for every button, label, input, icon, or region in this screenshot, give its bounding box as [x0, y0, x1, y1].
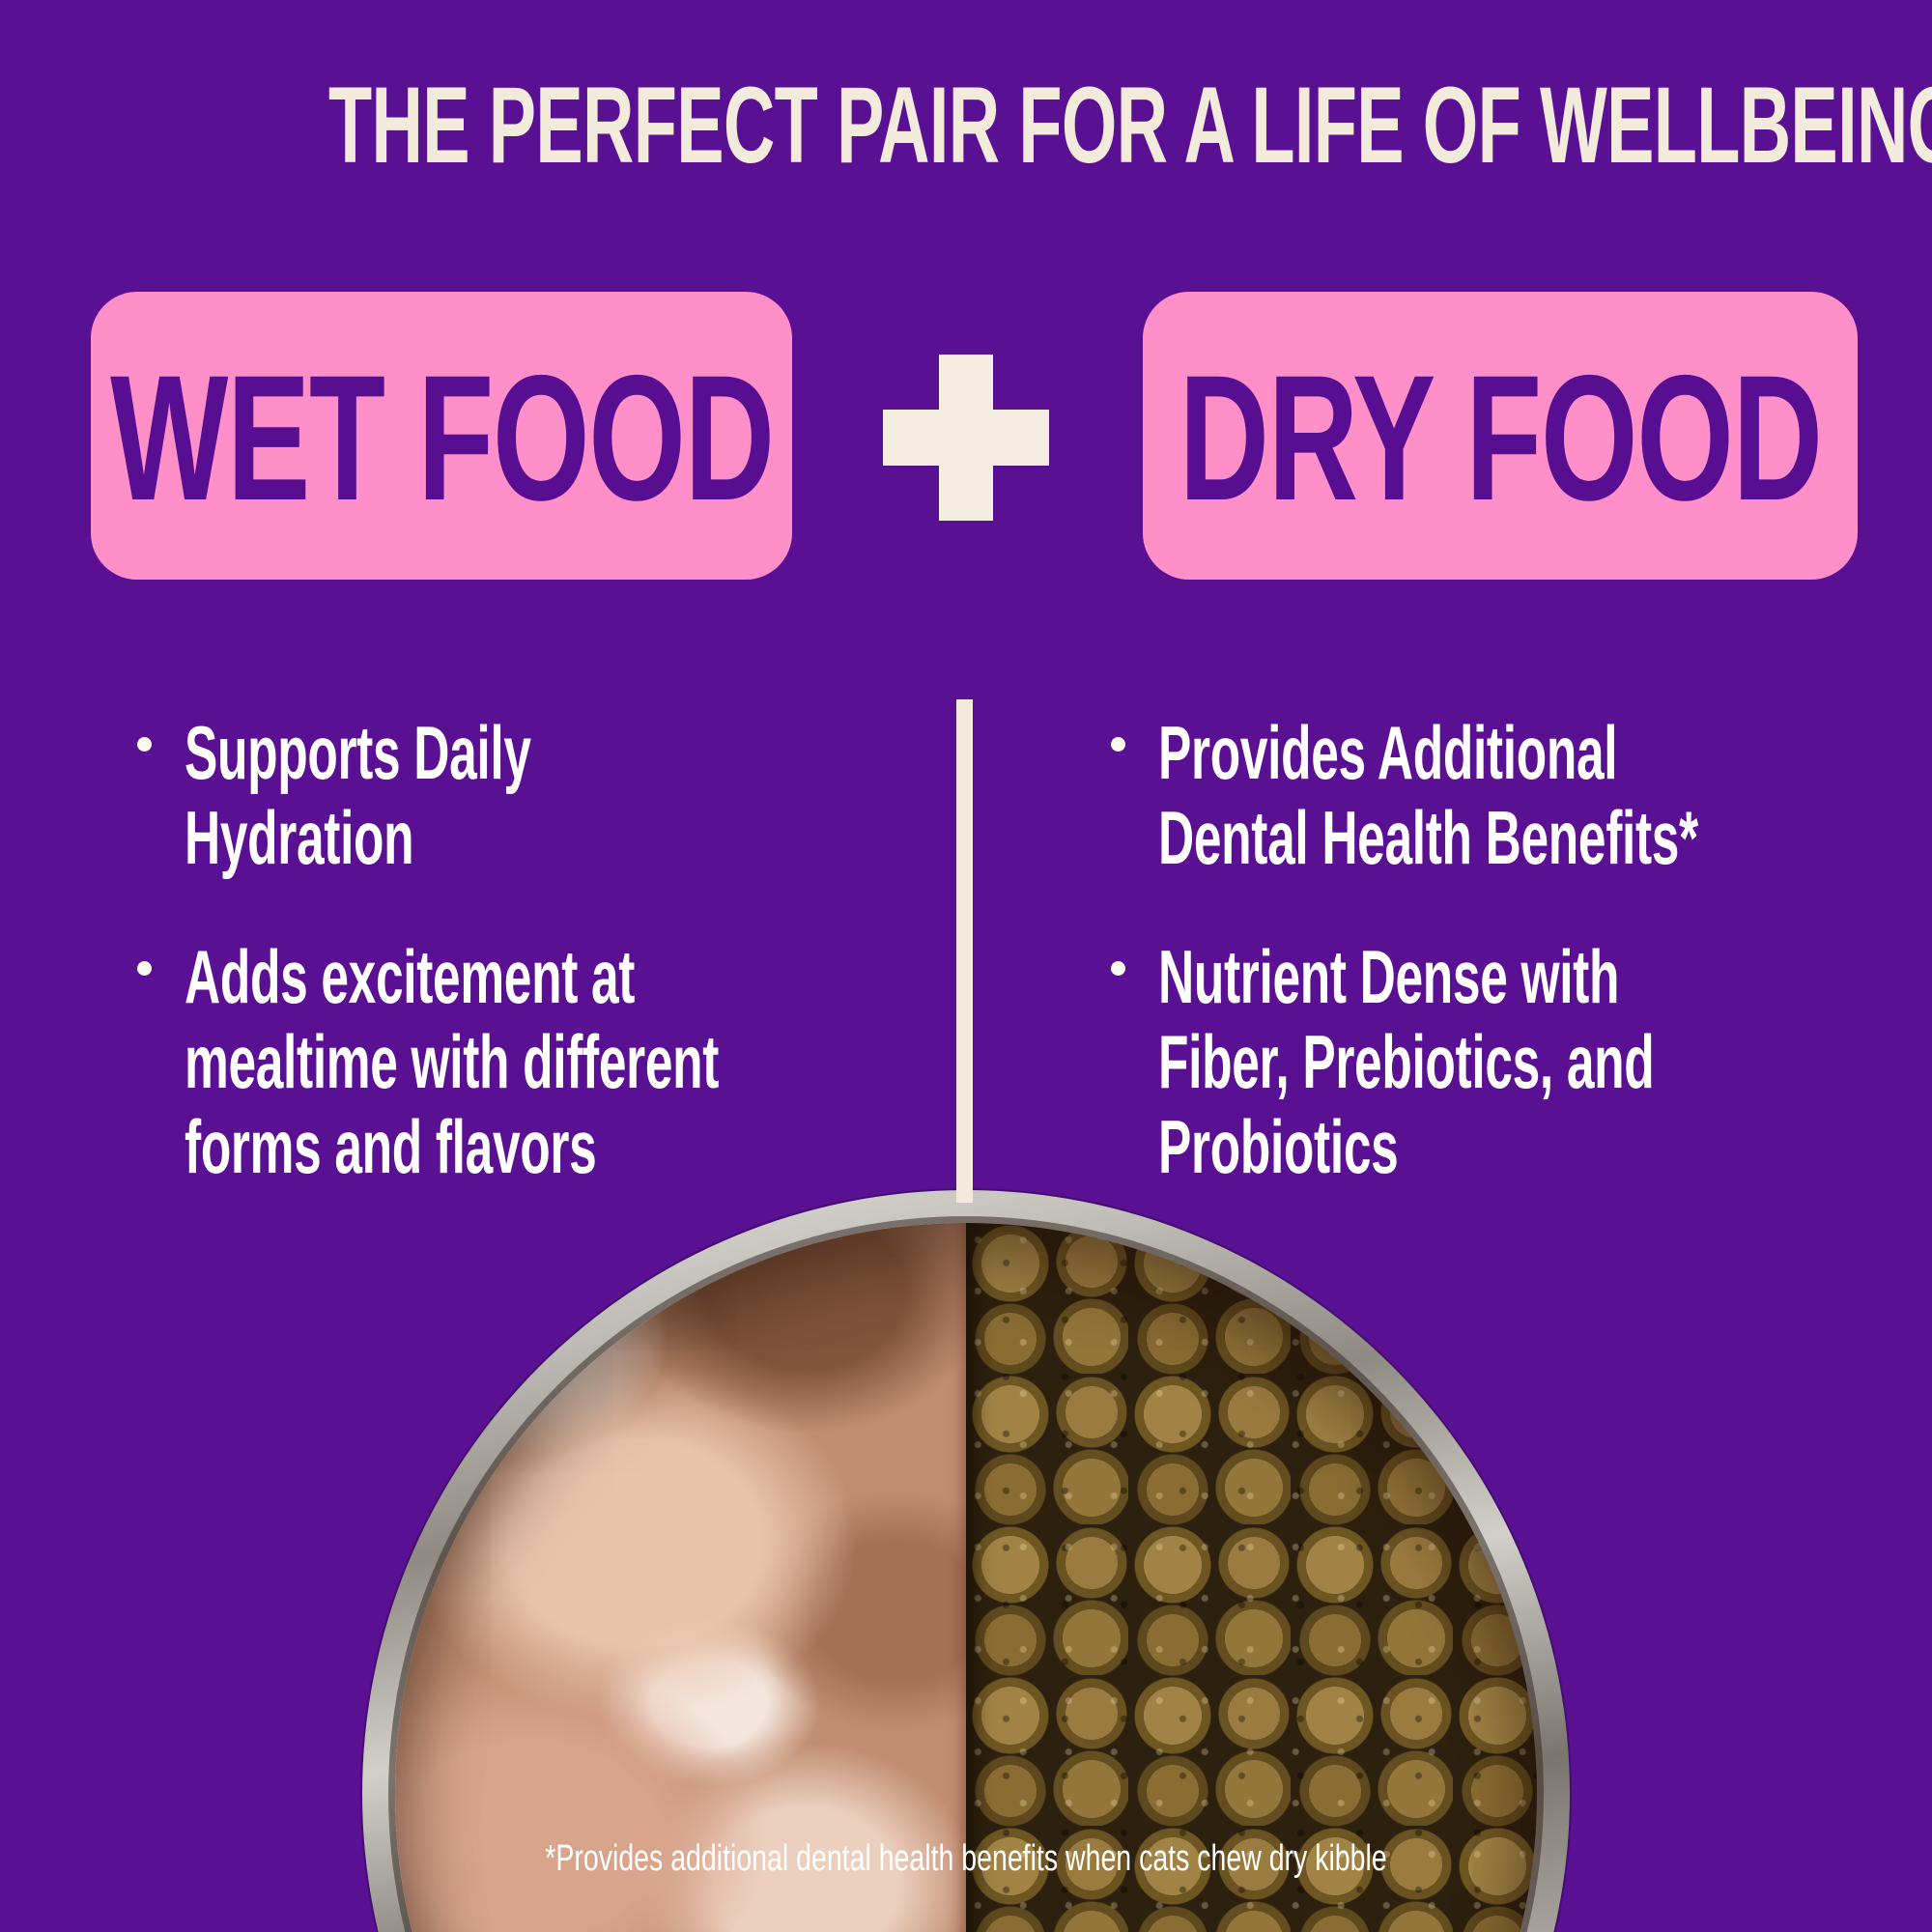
wet-benefit-text-2: Adds excitement at mealtime with differe…	[185, 934, 720, 1189]
bullet-dot-icon	[137, 961, 152, 976]
dry-food-label: DRY FOOD	[1179, 338, 1823, 538]
page-title: THE PERFECT PAIR FOR A LIFE OF WELLBEING	[328, 65, 1932, 185]
wet-benefit-text-1: Supports Daily Hydration	[185, 710, 531, 880]
wet-food-panel: WET FOOD	[91, 292, 792, 580]
food-bowl-photo	[362, 1190, 1570, 1932]
plus-icon-horizontal-bar	[883, 410, 1049, 466]
bullet-dot-icon	[1111, 737, 1125, 752]
bullet-dot-icon	[1111, 961, 1125, 976]
column-divider-line	[956, 699, 973, 1203]
bullet-dot-icon	[137, 737, 152, 752]
dry-benefit-text-1: Provides Additional Dental Health Benefi…	[1158, 710, 1698, 880]
dry-benefit-item-1: Provides Additional Dental Health Benefi…	[1111, 710, 1932, 880]
plus-icon	[883, 355, 1049, 521]
wet-benefit-item-2: Adds excitement at mealtime with differe…	[137, 934, 994, 1189]
wet-food-label: WET FOOD	[109, 338, 775, 538]
dry-food-benefit-list: Provides Additional Dental Health Benefi…	[1111, 710, 1932, 1243]
dry-benefit-item-2: Nutrient Dense with Fiber, Prebiotics, a…	[1111, 934, 1932, 1189]
wet-benefit-item-1: Supports Daily Hydration	[137, 710, 994, 880]
bowl-rim-interior	[395, 1223, 1537, 1932]
footnote-disclaimer: *Provides additional dental health benef…	[545, 1838, 1387, 1879]
wet-food-benefit-list: Supports Daily Hydration Adds excitement…	[137, 710, 994, 1243]
dry-benefit-text-2: Nutrient Dense with Fiber, Prebiotics, a…	[1158, 934, 1655, 1189]
wet-food-half-image	[395, 1223, 966, 1932]
dry-kibble-half-image	[966, 1223, 1537, 1932]
dry-food-panel: DRY FOOD	[1143, 292, 1858, 580]
